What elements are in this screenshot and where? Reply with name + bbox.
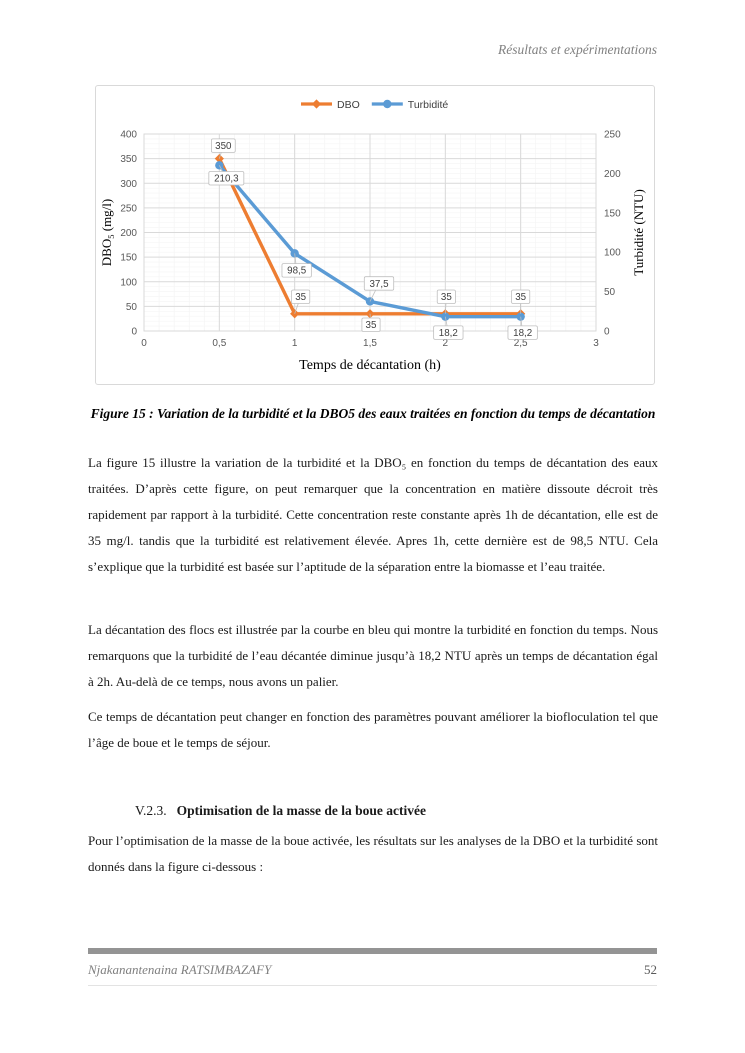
footer-divider-bar [88,948,657,954]
y-right-tick: 100 [604,248,621,259]
y-right-axis-title: Turbidité (NTU) [631,189,646,276]
y-left-tick: 350 [120,154,137,165]
data-label-text: 37,5 [369,279,389,290]
data-label-box [208,171,245,186]
series-1 [215,161,525,321]
x-tick: 3 [593,338,599,349]
data-label-text: 35 [366,320,377,331]
legend-marker-1 [383,99,392,109]
x-tick: 1 [292,338,298,349]
data-label-box [507,325,538,340]
x-tick: 0 [141,338,147,349]
data-label-text: 18,2 [439,328,458,339]
y-left-tick: 250 [120,203,137,214]
section-heading: V.2.3. Optimisation de la masse de la bou… [88,803,658,819]
data-label-box [281,263,312,278]
y-right-tick: 150 [604,208,621,219]
x-axis-title: Temps de décantation (h) [299,358,441,373]
paragraph-3: Ce temps de décantation peut changer en … [88,709,658,750]
legend-label: DBO [337,99,360,111]
y-left-tick: 50 [126,302,138,313]
y-left-tick: 150 [120,253,137,264]
chart-legend: DBO Turbidité [301,99,448,111]
series-1-marker [365,297,375,306]
section-number: V.2.3. [135,803,167,818]
series-1-marker [516,312,525,321]
series-0-labels: 350 35 35 35 35 [211,138,531,332]
footer-page-number: 52 [644,962,657,977]
x-tick: 2 [443,338,449,349]
data-label-text: 98,5 [287,266,307,277]
y-right-tick: 250 [604,130,621,141]
paragraph-4: Pour l’optimisation de la masse de la bo… [88,833,658,874]
paragraph-2: La décantation des flocs est illustrée p… [88,622,658,689]
data-label-box [211,138,236,153]
data-label-box [363,276,395,291]
figure-caption: Figure 15 : Variation de la turbidité et… [90,406,656,421]
series-1-labels: 210,3 98,5 37,5 18,2 18,2 [208,165,538,340]
data-label-box [361,317,381,332]
y-right-tick: 0 [604,327,610,338]
footer-author: Njakanantenaina RATSIMBAZAFY [88,962,272,977]
data-label-text: 18,2 [513,328,532,339]
y-left-tick: 400 [120,130,137,141]
data-label-text: 210,3 [214,174,239,185]
page-footer: Njakanantenaina RATSIMBAZAFY 52 [88,962,657,986]
data-label-box [433,325,464,340]
legend-marker-0 [311,99,322,109]
y-left-tick: 200 [120,228,137,239]
data-label-text: 35 [515,292,526,303]
series-1-marker [441,312,450,321]
legend-label: Turbidité [408,99,449,111]
axis-ticks: 0501001502002503003504000501001502002500… [120,130,621,350]
figure15-chart: 0 50 100 150 200 250 300 350 400 0 50 100 150 200 250 0… [95,85,655,385]
data-label-box [291,289,311,304]
data-label-text: 350 [215,141,232,152]
paragraph-1: La figure 15 illustre la variation de la… [88,455,658,574]
x-tick: 1,5 [363,338,377,349]
y-left-tick: 0 [131,327,137,338]
data-label-text: 35 [441,292,452,303]
y-left-axis-title: DBO5 (mg/l) [99,199,116,266]
y-left-tick: 100 [120,277,137,288]
x-tick: 0,5 [212,338,226,349]
data-label-box [511,289,531,304]
y-right-tick: 50 [604,287,616,298]
x-tick: 2,5 [514,338,528,349]
data-label-text: 35 [295,292,306,303]
data-label-box [436,289,456,304]
section-title: Optimisation de la masse de la boue acti… [176,803,427,818]
y-left-tick: 300 [120,179,137,190]
y-right-tick: 200 [604,169,621,180]
figure15-chart-svg: 0501001502002503003504000501001502002500… [99,99,646,373]
running-header: Résultats et expérimentations [498,42,657,57]
